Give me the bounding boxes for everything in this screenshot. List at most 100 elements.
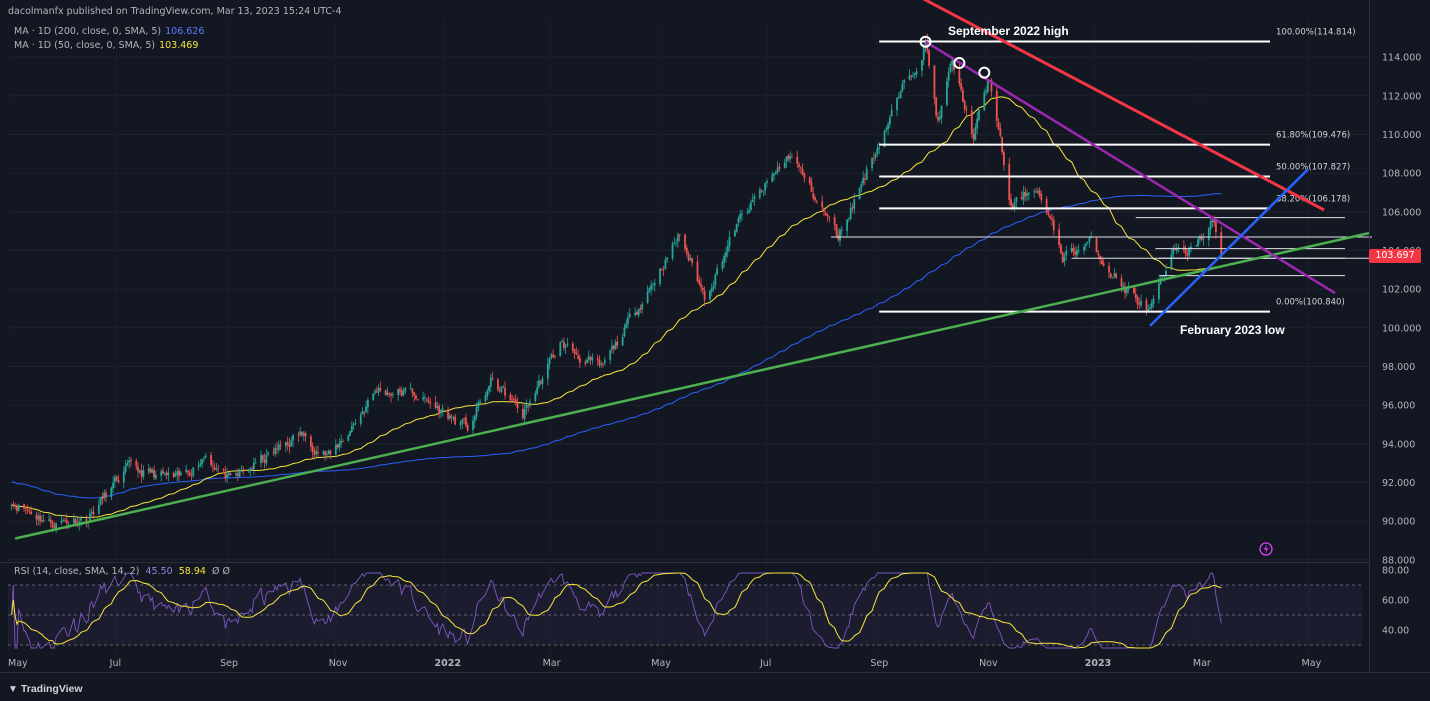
candle-body bbox=[637, 309, 640, 316]
candle-body bbox=[466, 425, 469, 431]
candle-body bbox=[226, 474, 229, 479]
candle-body bbox=[1013, 202, 1016, 209]
candle-body bbox=[30, 511, 33, 515]
candle-body bbox=[461, 419, 464, 424]
candle-body bbox=[571, 343, 574, 351]
candle-body bbox=[750, 202, 752, 210]
time-axis[interactable]: May Jul Sep Nov 2022 Mar May Jul Sep Nov 2023 Mar Ma… bbox=[8, 658, 1322, 669]
candle-body bbox=[174, 473, 177, 477]
candle-body bbox=[475, 406, 478, 417]
rsi-tick-label: 80.00 bbox=[1382, 566, 1409, 577]
candle-body bbox=[878, 147, 881, 149]
candle-body bbox=[1063, 256, 1066, 262]
candle-body bbox=[995, 90, 998, 121]
candle-body bbox=[864, 178, 866, 180]
candle-body bbox=[534, 392, 537, 402]
tradingview-brand[interactable]: ▼ TradingView bbox=[8, 683, 83, 695]
candle-body bbox=[388, 393, 391, 395]
candle-body bbox=[375, 391, 378, 393]
rsi-legend[interactable]: RSI (14, close, SMA, 14, 2) 45.50 58.94 … bbox=[14, 566, 230, 577]
candle-body bbox=[874, 154, 877, 158]
candle-body bbox=[203, 457, 205, 459]
candle-body bbox=[290, 440, 293, 447]
candle-body bbox=[73, 518, 75, 523]
candle-body bbox=[746, 212, 749, 214]
candle-body bbox=[267, 452, 270, 455]
candle-body bbox=[315, 451, 318, 455]
candle-body bbox=[536, 387, 539, 394]
fib-level-label: 61.80%(109.476) bbox=[1276, 131, 1350, 141]
candle-body bbox=[627, 317, 629, 324]
candle-body bbox=[438, 406, 441, 414]
annotation-september-high: September 2022 high bbox=[948, 24, 1069, 38]
candle-body bbox=[62, 520, 65, 522]
candle-body bbox=[947, 72, 950, 81]
alert-icon[interactable] bbox=[1259, 542, 1273, 556]
candle-body bbox=[48, 519, 50, 521]
candle-body bbox=[413, 392, 416, 396]
candle-body bbox=[326, 454, 328, 456]
candle-body bbox=[436, 406, 439, 409]
candle-body bbox=[251, 468, 253, 471]
candle-body bbox=[762, 190, 765, 192]
candle-body bbox=[89, 513, 91, 522]
ma200-legend[interactable]: MA · 1D (200, close, 0, SMA, 5) 106.626 bbox=[14, 26, 204, 37]
candle-body bbox=[887, 123, 889, 130]
candle-body bbox=[664, 259, 667, 270]
candle-body bbox=[504, 387, 506, 396]
candle-body bbox=[1220, 232, 1223, 257]
candle-body bbox=[712, 285, 715, 289]
candle-body bbox=[301, 432, 303, 436]
candle-body bbox=[726, 245, 729, 253]
candle-body bbox=[575, 352, 578, 355]
candle-body bbox=[922, 47, 925, 60]
candle-body bbox=[229, 473, 232, 475]
candle-body bbox=[1152, 298, 1155, 304]
candle-body bbox=[589, 357, 592, 360]
ma50-legend[interactable]: MA · 1D (50, close, 0, SMA, 5) 103.469 bbox=[14, 40, 198, 51]
candle-body bbox=[1200, 236, 1203, 240]
candle-body bbox=[591, 357, 594, 361]
candle-body bbox=[90, 511, 93, 514]
candle-body bbox=[261, 455, 264, 461]
candle-body bbox=[625, 323, 628, 328]
candle-body bbox=[938, 116, 941, 120]
candle-body bbox=[1099, 256, 1102, 260]
candle-body bbox=[160, 471, 163, 476]
candle-body bbox=[865, 168, 868, 180]
candle-body bbox=[798, 164, 800, 167]
time-tick-label: Sep bbox=[870, 658, 888, 669]
candle-body bbox=[1003, 152, 1005, 166]
candle-body bbox=[760, 190, 763, 192]
candle-body bbox=[386, 392, 389, 395]
candle-body bbox=[1122, 285, 1125, 287]
candle-body bbox=[566, 343, 569, 345]
candle-body bbox=[748, 210, 751, 214]
candle-body bbox=[814, 197, 816, 200]
candle-body bbox=[363, 412, 366, 413]
candle-body bbox=[653, 283, 656, 286]
candle-body bbox=[773, 173, 775, 176]
candle-body bbox=[497, 379, 499, 390]
candle-body bbox=[425, 398, 428, 400]
candle-body bbox=[379, 387, 382, 391]
candle-body bbox=[1020, 197, 1023, 199]
candle-body bbox=[785, 156, 788, 162]
candle-body bbox=[926, 39, 929, 51]
candle-body bbox=[404, 388, 407, 392]
candle-body bbox=[1172, 248, 1175, 255]
candle-body bbox=[840, 229, 843, 231]
time-tick-label: May bbox=[1302, 658, 1322, 669]
candle-body bbox=[260, 455, 262, 464]
candle-body bbox=[402, 390, 405, 396]
candle-body bbox=[548, 358, 551, 365]
candle-body bbox=[176, 471, 179, 475]
candle-body bbox=[149, 468, 152, 473]
candle-body bbox=[1065, 250, 1068, 256]
candle-body bbox=[652, 284, 654, 285]
candle-body bbox=[390, 393, 392, 396]
candle-body bbox=[215, 468, 218, 470]
candle-body bbox=[915, 71, 918, 75]
candle-body bbox=[723, 255, 726, 263]
